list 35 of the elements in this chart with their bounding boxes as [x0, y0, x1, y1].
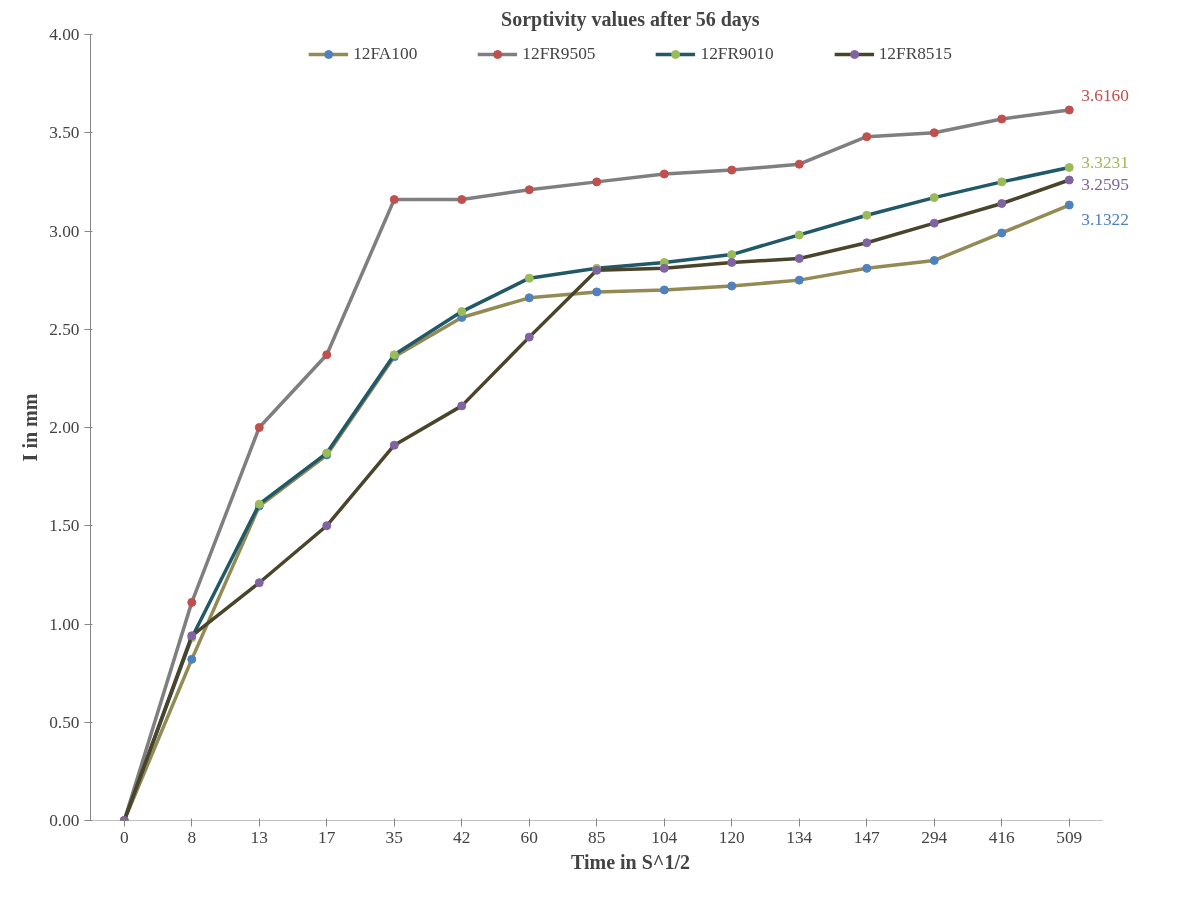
y-tick-label: 3.50	[49, 123, 80, 143]
y-tick-label: 0.50	[49, 712, 80, 732]
x-tick-label: 35	[385, 827, 403, 847]
x-tick-label: 0	[119, 827, 129, 847]
x-tick-label: 134	[786, 827, 813, 847]
legend-label: 12FR8515	[878, 44, 952, 64]
data-label: 3.6160	[1081, 86, 1129, 106]
x-axis-title: Time in S^1/2	[570, 850, 691, 873]
x-tick-label: 104	[651, 827, 678, 847]
x-tick-label: 60	[520, 827, 538, 847]
legend-label: 12FR9010	[700, 44, 774, 64]
y-tick-label: 2.50	[49, 319, 80, 339]
data-label: 3.1322	[1081, 209, 1129, 229]
y-tick-label: 4.00	[49, 25, 80, 44]
x-tick-label: 509	[1056, 827, 1083, 847]
x-tick-label: 13	[250, 827, 268, 847]
chart-title: Sorptivity values after 56 days	[501, 7, 760, 31]
y-tick-label: 2.00	[49, 418, 80, 437]
y-tick-label: 1.00	[49, 614, 80, 634]
y-tick-label: 1.50	[49, 516, 80, 536]
data-label: 3.2595	[1081, 175, 1129, 195]
x-tick-label: 8	[187, 827, 197, 847]
x-tick-label: 147	[853, 827, 881, 847]
x-tick-label: 120	[718, 827, 745, 847]
legend-label: 12FR9505	[522, 44, 596, 64]
legend-label: 12FA100	[353, 44, 418, 64]
y-tick-label: 3.00	[49, 221, 80, 241]
x-tick-label: 17	[318, 827, 336, 847]
x-tick-label: 42	[453, 827, 471, 847]
y-tick-label: 0.00	[49, 811, 80, 830]
x-tick-label: 416	[988, 827, 1016, 847]
x-tick-label: 294	[921, 827, 948, 847]
y-axis-title: I in mm	[19, 393, 42, 462]
x-tick-label: 85	[588, 827, 606, 847]
data-label: 3.3231	[1081, 153, 1129, 173]
